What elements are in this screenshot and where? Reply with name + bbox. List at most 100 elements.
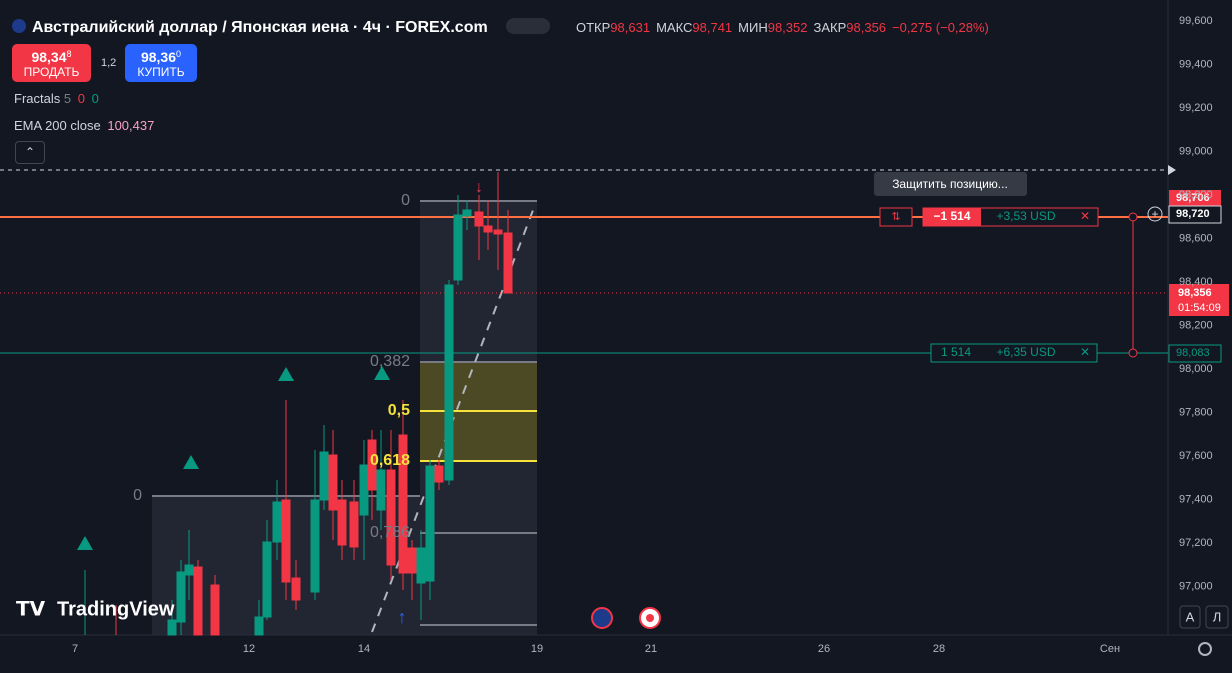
arrow-up: ↑ [398, 607, 407, 627]
time-axis-label: 12 [243, 643, 255, 655]
sell-label: ПРОДАТЬ [23, 65, 80, 79]
price-tag [1168, 205, 1222, 224]
price-tag [1168, 344, 1222, 363]
logo: TradingView [57, 598, 175, 620]
reverse-button[interactable] [879, 207, 913, 227]
time-axis-label: 21 [645, 643, 657, 655]
position-pnl: +3,53 USD [996, 209, 1055, 223]
ohlc-label: ОТКР [576, 20, 611, 35]
price-axis-label: 99,200 [1179, 102, 1213, 114]
price-tag-text: 98,083 [1176, 347, 1210, 359]
indicator-name: Fractals [14, 91, 61, 106]
sell-button[interactable]: 98,348 ПРОДАТЬ [12, 44, 91, 82]
price-axis-label: 99,000 [1179, 145, 1213, 157]
price-axis-label: 99,600 [1179, 15, 1213, 27]
collapse-button[interactable]: ⌃ [15, 141, 45, 164]
indicator: EMA 200 close 100,437 [14, 118, 154, 133]
ohlc-value: 98,352 [767, 20, 808, 35]
tooltip [874, 172, 1027, 196]
status-badge [506, 18, 551, 34]
arrow-down: ↓ [475, 179, 483, 196]
reverse-icon: ⇅ [891, 211, 900, 223]
position-qty-bg [923, 208, 981, 226]
buy-digit: 0 [176, 49, 182, 59]
price-axis-label: 97,600 [1179, 450, 1213, 462]
time-axis-label: Сен [1100, 643, 1120, 655]
price-axis-label: 98,400 [1179, 276, 1213, 288]
spread: 1,2 [101, 57, 117, 69]
sell-price: 98,34 [31, 49, 67, 65]
ohlc-label: ЗАКР [813, 20, 847, 35]
logo-mark: 𝗧𝗩 [16, 598, 46, 620]
buy-button[interactable]: 98,360 КУПИТЬ [125, 44, 197, 82]
ohlc-value: 98,356 [846, 20, 887, 35]
fractal-markers [77, 366, 390, 550]
position-qty: 1 514 [941, 345, 971, 359]
fib-label: 0,786 [370, 524, 410, 541]
indicator: Fractals 5 0 0 [14, 91, 99, 106]
arrow [1168, 165, 1176, 175]
buy-label: КУПИТЬ [137, 65, 185, 79]
price-axis-label: 97,200 [1179, 537, 1213, 549]
add-button[interactable] [1147, 206, 1163, 222]
add-icon: + [1151, 207, 1158, 221]
price-axis-label: 97,800 [1179, 406, 1213, 418]
time-axis-label: 7 [72, 643, 78, 655]
ohlc-change: −0,275 (−0,28%) [892, 20, 989, 35]
button[interactable] [1179, 605, 1201, 629]
price-axis-label: 98,800 [1179, 189, 1213, 201]
event-icon-dot [646, 614, 654, 622]
price-tag [1169, 190, 1221, 206]
handle[interactable] [1128, 348, 1138, 358]
tooltip-text: Защитить позицию... [892, 177, 1008, 191]
price-tag-text: 98,356 [1178, 287, 1212, 299]
ohlc: ОТКР98,631 МАКС98,741 МИН98,352 ЗАКР98,356−… [576, 20, 989, 35]
settings-icon[interactable] [1198, 642, 1212, 656]
sell-digit: 8 [66, 49, 72, 59]
fib-label: 0 [133, 487, 142, 504]
price-axis-label: 97,400 [1179, 493, 1213, 505]
price-tag [1169, 284, 1229, 316]
price-axis-label: 98,200 [1179, 319, 1213, 331]
ohlc-label: МИН [738, 20, 768, 35]
candles [84, 172, 513, 636]
indicator-value: 0 [91, 91, 99, 106]
close-icon[interactable]: ✕ [1080, 209, 1090, 223]
countdown: 01:54:09 [1178, 302, 1221, 314]
price-axis-label: 98,600 [1179, 232, 1213, 244]
fib-label: 0,382 [370, 353, 410, 370]
time-axis-label: 26 [818, 643, 830, 655]
event-icon[interactable] [591, 607, 613, 629]
price-axis-label: 97,000 [1179, 580, 1213, 592]
flag [12, 19, 26, 33]
indicator-value: 100,437 [107, 118, 155, 133]
button-label: Л [1213, 609, 1222, 624]
symbol: Австралийский доллар / Японская иена · 4… [32, 19, 488, 36]
price-axis-label: 98,000 [1179, 363, 1213, 375]
ohlc-value: 98,631 [610, 20, 651, 35]
symbol-row: Австралийский доллар / Японская иена · 4… [12, 18, 551, 37]
time-axis-label: 14 [358, 643, 370, 655]
fib-label: 0,618 [370, 452, 410, 469]
price-axis-label: 99,400 [1179, 58, 1213, 70]
ohlc-value: 98,741 [692, 20, 733, 35]
fib-label: 0 [401, 192, 410, 209]
indicator-value: 0 [77, 91, 85, 106]
price-tag-text: 98,720 [1176, 208, 1210, 220]
buy-price: 98,36 [140, 49, 177, 65]
position-qty: −1 514 [933, 209, 970, 223]
indicator-name: EMA 200 close [14, 118, 101, 133]
indicator-param: 5 [63, 91, 72, 106]
ohlc-label: МАКС [656, 20, 693, 35]
fib-label: 0,5 [388, 402, 410, 419]
button-label: A [1186, 609, 1195, 624]
time-axis-label: 28 [933, 643, 945, 655]
price-tag-text: 98,706 [1176, 192, 1210, 204]
handle[interactable] [1128, 212, 1138, 222]
time-axis-label: 19 [531, 643, 543, 655]
close-icon[interactable]: ✕ [1080, 345, 1090, 359]
position-box[interactable] [930, 343, 1098, 363]
button[interactable] [1205, 605, 1229, 629]
